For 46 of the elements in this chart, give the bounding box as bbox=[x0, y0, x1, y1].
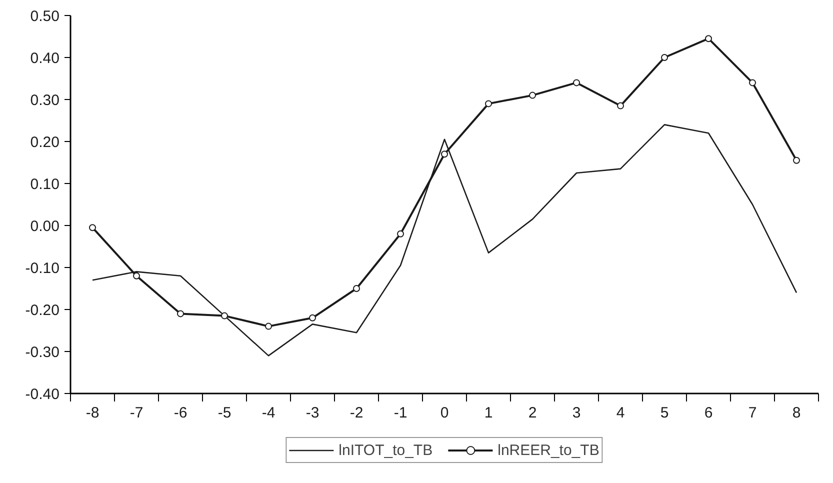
x-tick-label: -6 bbox=[174, 404, 188, 422]
point bbox=[661, 54, 668, 61]
x-tick-label: 1 bbox=[484, 404, 493, 422]
point bbox=[617, 102, 624, 110]
x-tick-label: -5 bbox=[218, 404, 232, 422]
x-tick-label: -8 bbox=[86, 404, 100, 422]
point bbox=[485, 100, 492, 108]
y-tick-label: 0.00 bbox=[30, 218, 60, 235]
x-tick-label: 7 bbox=[748, 404, 757, 422]
x-tick-label: -2 bbox=[350, 404, 364, 422]
legend-label: lnITOT_to_TB bbox=[338, 442, 433, 458]
y-tick-label: 0.10 bbox=[30, 176, 60, 193]
y-tick-label: 0.40 bbox=[30, 50, 60, 67]
y-tick-label: -0.30 bbox=[25, 344, 60, 361]
point bbox=[749, 79, 756, 86]
y-tick-label: -0.10 bbox=[25, 260, 60, 277]
x-tick-label: 0 bbox=[440, 404, 449, 422]
point bbox=[793, 156, 800, 164]
point bbox=[573, 79, 580, 86]
x-tick-label: -3 bbox=[306, 404, 320, 422]
x-tick-label: 2 bbox=[528, 404, 537, 422]
point bbox=[309, 314, 316, 322]
point bbox=[265, 322, 272, 330]
x-tick-label: -1 bbox=[394, 404, 408, 422]
y-tick-label: 0.20 bbox=[30, 134, 60, 151]
point bbox=[441, 150, 448, 158]
point bbox=[397, 230, 404, 238]
point bbox=[353, 285, 360, 292]
x-tick-label: -4 bbox=[262, 404, 276, 422]
x-tick-label: 5 bbox=[660, 404, 669, 422]
point bbox=[177, 310, 184, 318]
legend-label: lnREER_to_TB bbox=[498, 442, 600, 458]
point bbox=[705, 35, 712, 42]
y-tick-label: 0.50 bbox=[30, 8, 60, 25]
x-tick-label: 4 bbox=[616, 404, 625, 422]
x-tick-label: 6 bbox=[704, 404, 713, 422]
point bbox=[133, 272, 140, 280]
y-tick-label: 0.30 bbox=[30, 92, 60, 109]
y-tick-label: -0.20 bbox=[25, 302, 60, 319]
point bbox=[529, 92, 536, 99]
point bbox=[89, 224, 96, 232]
point bbox=[221, 312, 228, 320]
x-tick-label: -7 bbox=[130, 404, 144, 422]
x-tick-label: 3 bbox=[572, 404, 581, 422]
y-tick-label: -0.40 bbox=[25, 386, 60, 403]
x-tick-label: 8 bbox=[792, 404, 801, 422]
